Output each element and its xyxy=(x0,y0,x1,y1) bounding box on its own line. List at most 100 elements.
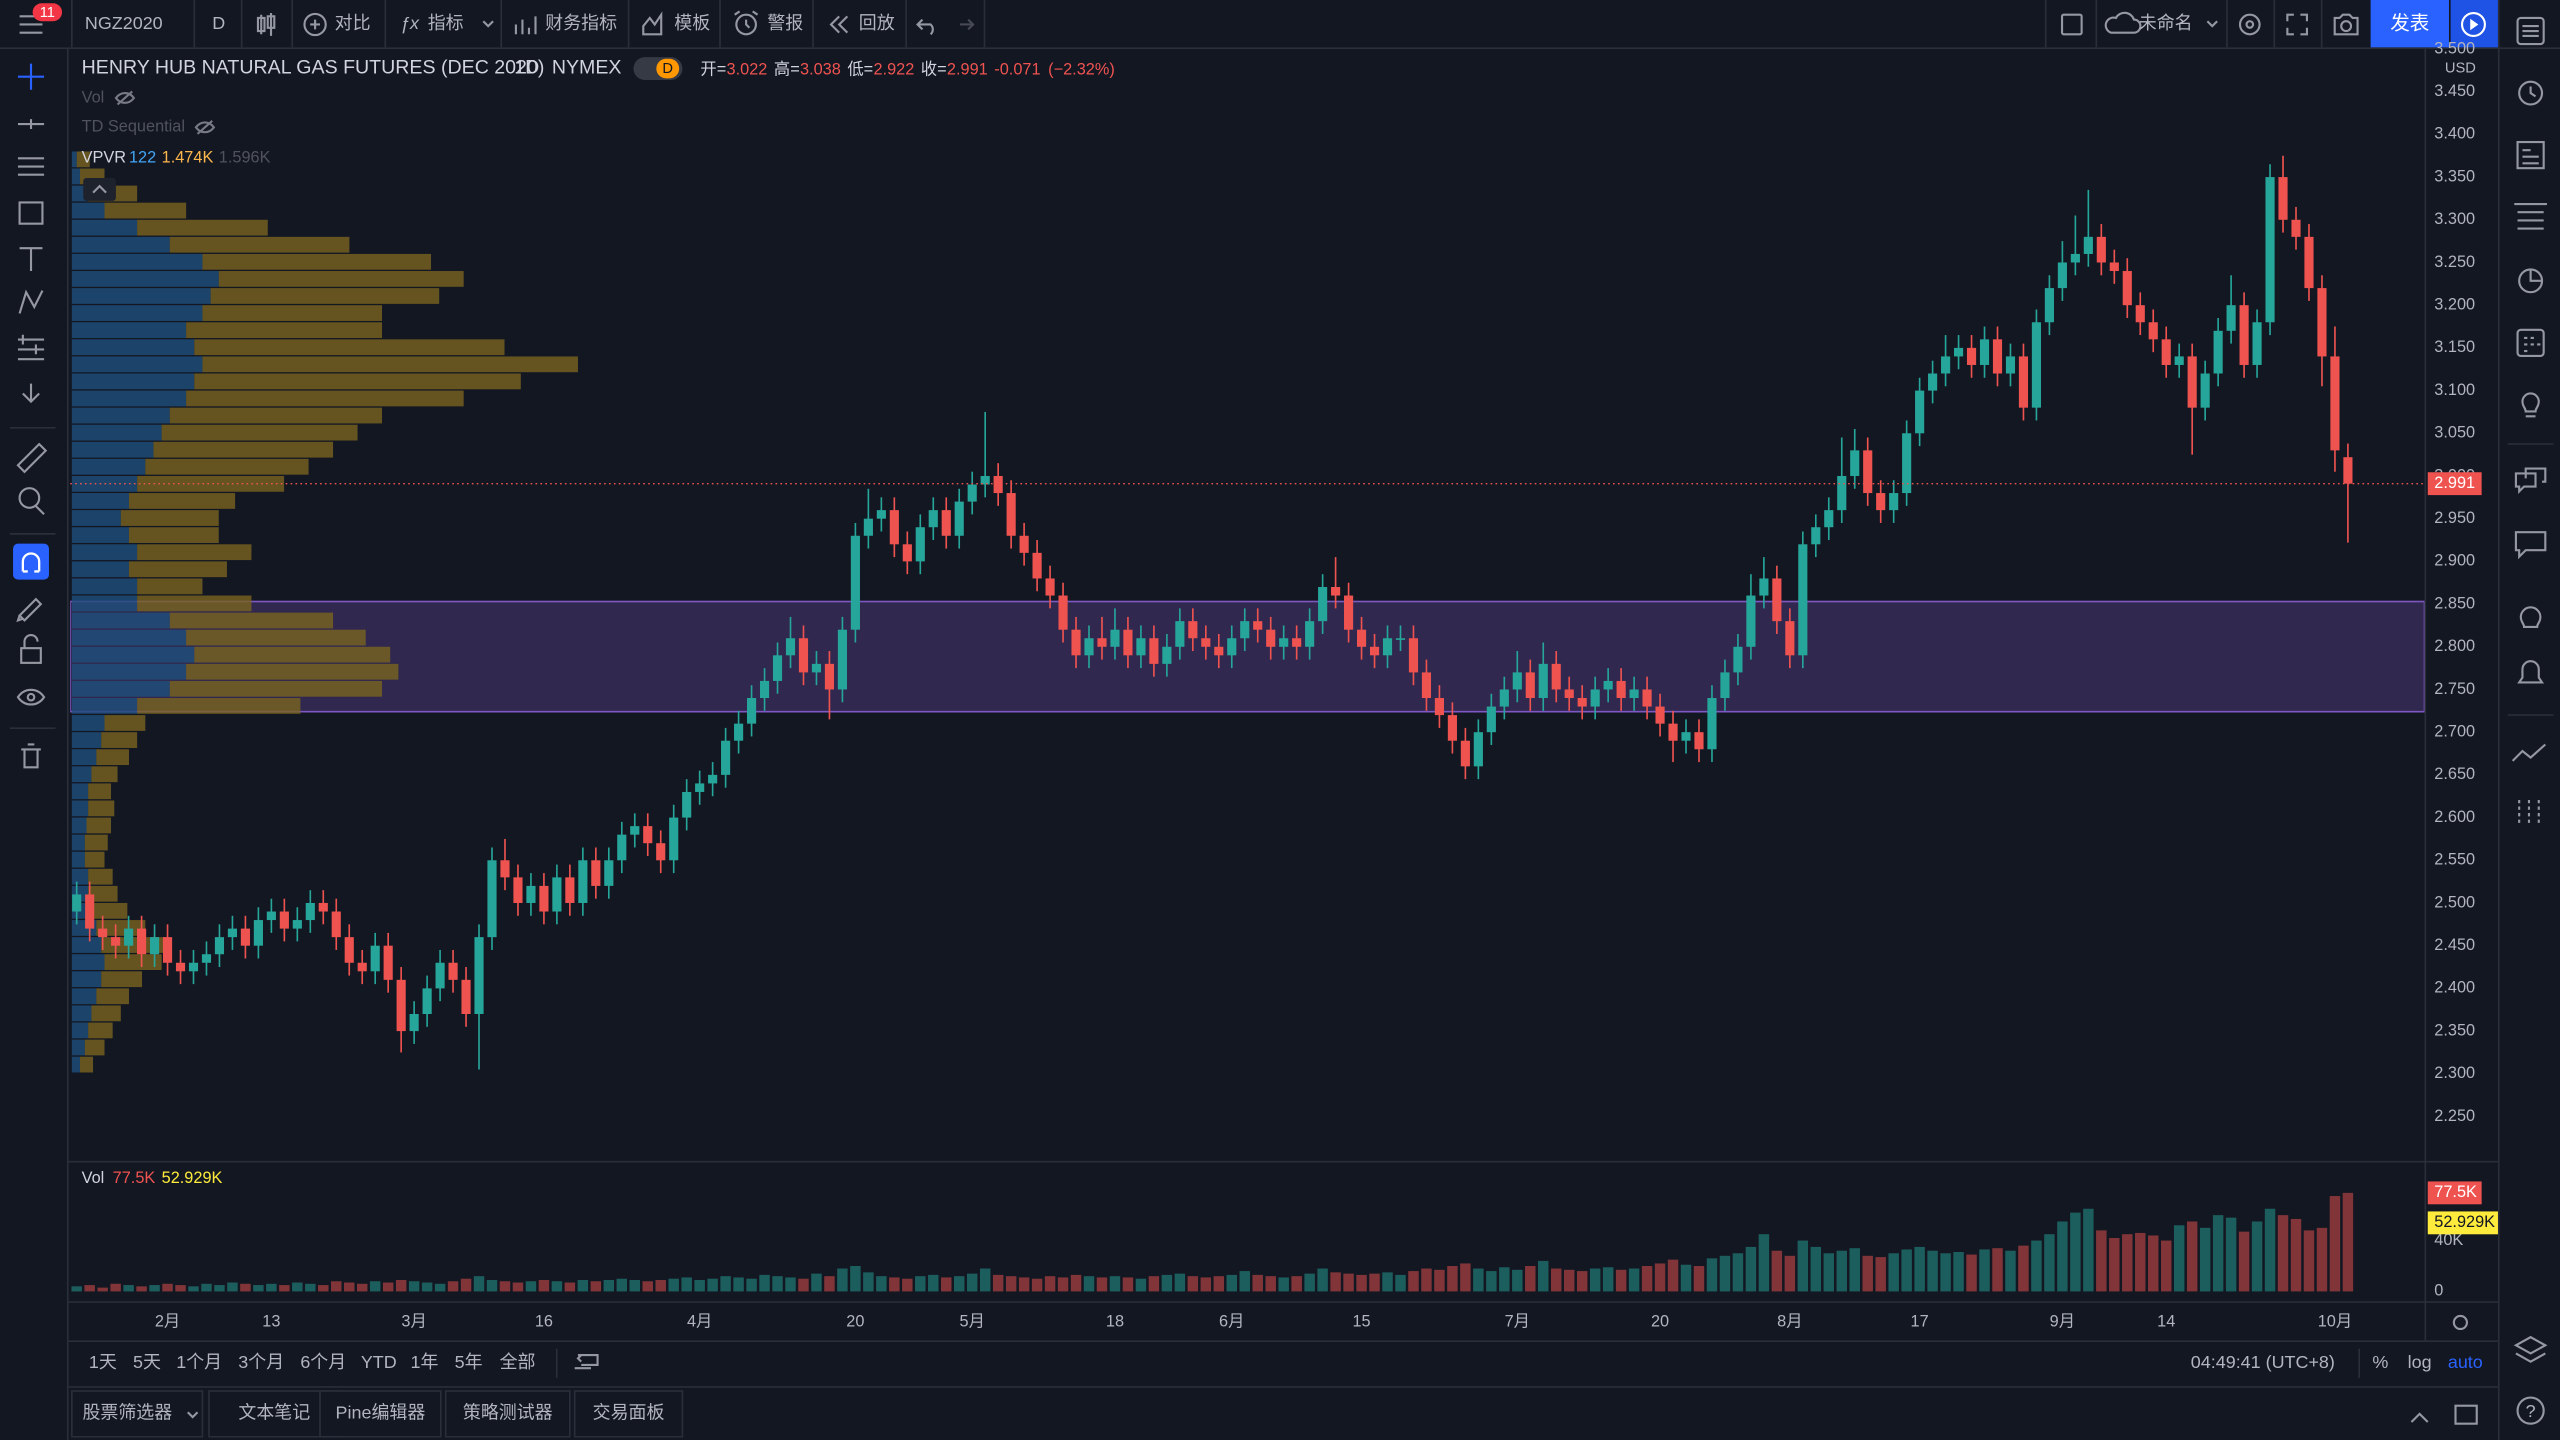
undo[interactable] xyxy=(916,18,934,36)
ideas[interactable] xyxy=(2521,392,2540,418)
templates[interactable]: 模板 xyxy=(674,13,710,33)
candle-body xyxy=(578,860,588,903)
interval[interactable]: D xyxy=(212,13,225,33)
candle-body xyxy=(305,902,315,921)
y-tick-label: 2.550 xyxy=(2434,851,2475,869)
lock-tool[interactable] xyxy=(20,647,42,664)
pattern-tool[interactable] xyxy=(18,289,44,314)
data-window[interactable] xyxy=(2514,203,2547,230)
volume-bar xyxy=(1784,1255,1796,1292)
candle-body xyxy=(1253,621,1263,630)
volume-bar xyxy=(2109,1238,2120,1292)
streams[interactable] xyxy=(2514,531,2547,560)
collapse-panel[interactable] xyxy=(2410,1412,2429,1423)
help[interactable] xyxy=(2516,1396,2545,1425)
auto-toggle[interactable]: auto xyxy=(2448,1352,2483,1372)
volume-bar xyxy=(1862,1255,1873,1292)
calendar[interactable] xyxy=(2516,328,2545,357)
drawing-mode[interactable] xyxy=(16,597,43,623)
layout-name[interactable]: 未命名 xyxy=(2139,13,2193,33)
chart-type-icon[interactable] xyxy=(256,13,276,36)
date-range[interactable] xyxy=(574,1354,599,1370)
layers[interactable] xyxy=(2513,1335,2548,1363)
snapshot[interactable] xyxy=(2333,13,2359,36)
candle-body xyxy=(1577,698,1587,707)
select-icon[interactable] xyxy=(2060,13,2083,36)
axis-settings[interactable] xyxy=(2452,1314,2468,1331)
icons-tool[interactable] xyxy=(22,383,40,404)
dom[interactable] xyxy=(2518,800,2540,827)
tab[interactable] xyxy=(71,1390,204,1438)
publish-button[interactable] xyxy=(2370,0,2449,48)
notifications[interactable] xyxy=(2517,660,2545,684)
delete-tool[interactable] xyxy=(21,743,41,769)
timeframe-button[interactable]: 5年 xyxy=(455,1352,483,1372)
magnet-tool[interactable] xyxy=(13,543,49,580)
symbol[interactable]: NGZ2020 xyxy=(85,13,163,33)
alerts-panel[interactable] xyxy=(2518,80,2544,106)
settings[interactable] xyxy=(2238,13,2261,36)
timeframe-button[interactable]: 全部 xyxy=(500,1352,536,1372)
replay[interactable]: 回放 xyxy=(859,13,895,33)
timeframe-button[interactable]: 1年 xyxy=(411,1352,439,1372)
tab[interactable] xyxy=(444,1390,571,1438)
tab-dropdown[interactable] xyxy=(187,1411,199,1419)
price-pane xyxy=(70,151,2425,1073)
timeframe-button[interactable]: 6个月 xyxy=(300,1352,346,1372)
tab[interactable] xyxy=(573,1390,684,1438)
timeframe-button[interactable]: YTD xyxy=(361,1352,397,1372)
crosshair-tool[interactable] xyxy=(17,63,45,90)
volume-bar xyxy=(2018,1245,2029,1292)
prediction-tool[interactable] xyxy=(17,334,45,361)
dropdown[interactable] xyxy=(482,20,494,28)
visibility-tool[interactable] xyxy=(16,688,46,706)
ruler-tool[interactable] xyxy=(16,442,48,474)
volume-bar xyxy=(344,1282,355,1292)
maximize-panel[interactable] xyxy=(2454,1404,2478,1425)
text-tool[interactable] xyxy=(19,247,43,272)
financials[interactable]: 财务指标 xyxy=(545,13,617,33)
timeframe-button[interactable]: 3个月 xyxy=(238,1352,284,1372)
candle-body xyxy=(266,911,276,921)
candle-body xyxy=(1889,493,1899,511)
watchlist[interactable] xyxy=(2516,16,2545,46)
shapes-tool[interactable] xyxy=(18,201,44,225)
news[interactable] xyxy=(2516,140,2545,170)
y-tick-label: 3.400 xyxy=(2434,125,2475,143)
compare[interactable]: 对比 xyxy=(335,13,371,33)
zoom-tool[interactable] xyxy=(18,487,41,509)
vpvr-rows: 122 xyxy=(129,149,156,167)
vpvr-up xyxy=(71,868,89,885)
trendline-tool[interactable] xyxy=(17,119,45,129)
volume-bar xyxy=(1239,1271,1250,1292)
hidden-icon[interactable] xyxy=(194,120,216,135)
fullscreen[interactable] xyxy=(2286,13,2308,36)
volume-bar xyxy=(486,1279,498,1292)
collapse-button[interactable] xyxy=(83,177,116,201)
indicators[interactable]: 指标 xyxy=(428,13,464,33)
volume-bar xyxy=(863,1272,874,1292)
chats[interactable] xyxy=(2514,467,2547,494)
volume-bar xyxy=(1395,1274,1406,1292)
volume-bar xyxy=(292,1282,303,1292)
volume-bar xyxy=(889,1277,900,1292)
redo[interactable] xyxy=(960,18,975,31)
hidden-icon[interactable] xyxy=(114,90,136,106)
timeframe-button[interactable]: 1天 xyxy=(89,1352,117,1372)
timeframe-button[interactable]: 5天 xyxy=(133,1352,161,1372)
timeframe-button[interactable]: 1个月 xyxy=(176,1352,222,1372)
candle-body xyxy=(1979,339,1990,365)
tab[interactable] xyxy=(319,1390,442,1438)
screener[interactable] xyxy=(2511,743,2547,762)
volume-bar xyxy=(1901,1249,1912,1292)
ideas-stream[interactable] xyxy=(2519,606,2542,628)
candle-body xyxy=(980,475,990,485)
percent-toggle[interactable]: % xyxy=(2372,1352,2388,1372)
volume-bar xyxy=(1434,1269,1445,1292)
log-toggle[interactable]: log xyxy=(2408,1352,2432,1372)
fib-tool[interactable] xyxy=(17,157,45,176)
alerts[interactable]: 警报 xyxy=(767,13,803,33)
vpvr-down xyxy=(202,356,578,373)
x-tick-label: 15 xyxy=(1352,1313,1370,1331)
dropdown[interactable] xyxy=(2206,20,2218,28)
